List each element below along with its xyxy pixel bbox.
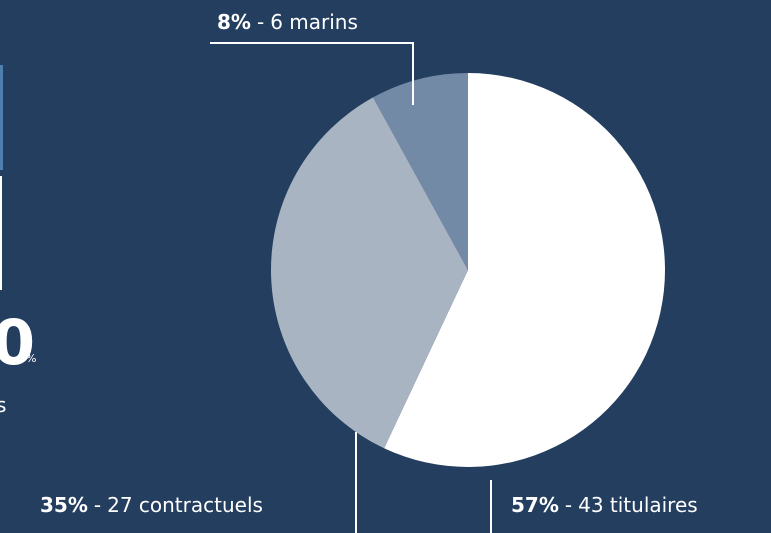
pie-slice <box>384 73 665 467</box>
accent-line <box>0 176 2 290</box>
partial-unit: % <box>26 352 36 365</box>
accent-bar <box>0 65 3 170</box>
value-label: 57% <box>511 493 559 517</box>
separator: - <box>565 493 572 517</box>
slice-label: 8% -6 marins <box>217 10 358 34</box>
value-label: 8% <box>217 10 251 34</box>
partial-caption: s <box>0 393 6 417</box>
pie-slice <box>271 97 468 449</box>
partial-number: 0 <box>0 306 35 379</box>
slice-label: 57% -43 titulaires <box>511 493 698 517</box>
separator: - <box>257 10 264 34</box>
slice-label: 35% -27 contractuels <box>40 493 263 517</box>
category-label: 43 titulaires <box>578 493 698 517</box>
separator: - <box>94 493 101 517</box>
pie-slice <box>373 73 468 270</box>
category-label: 27 contractuels <box>107 493 263 517</box>
category-label: 6 marins <box>270 10 358 34</box>
leader-line <box>210 42 414 105</box>
value-label: 35% <box>40 493 88 517</box>
